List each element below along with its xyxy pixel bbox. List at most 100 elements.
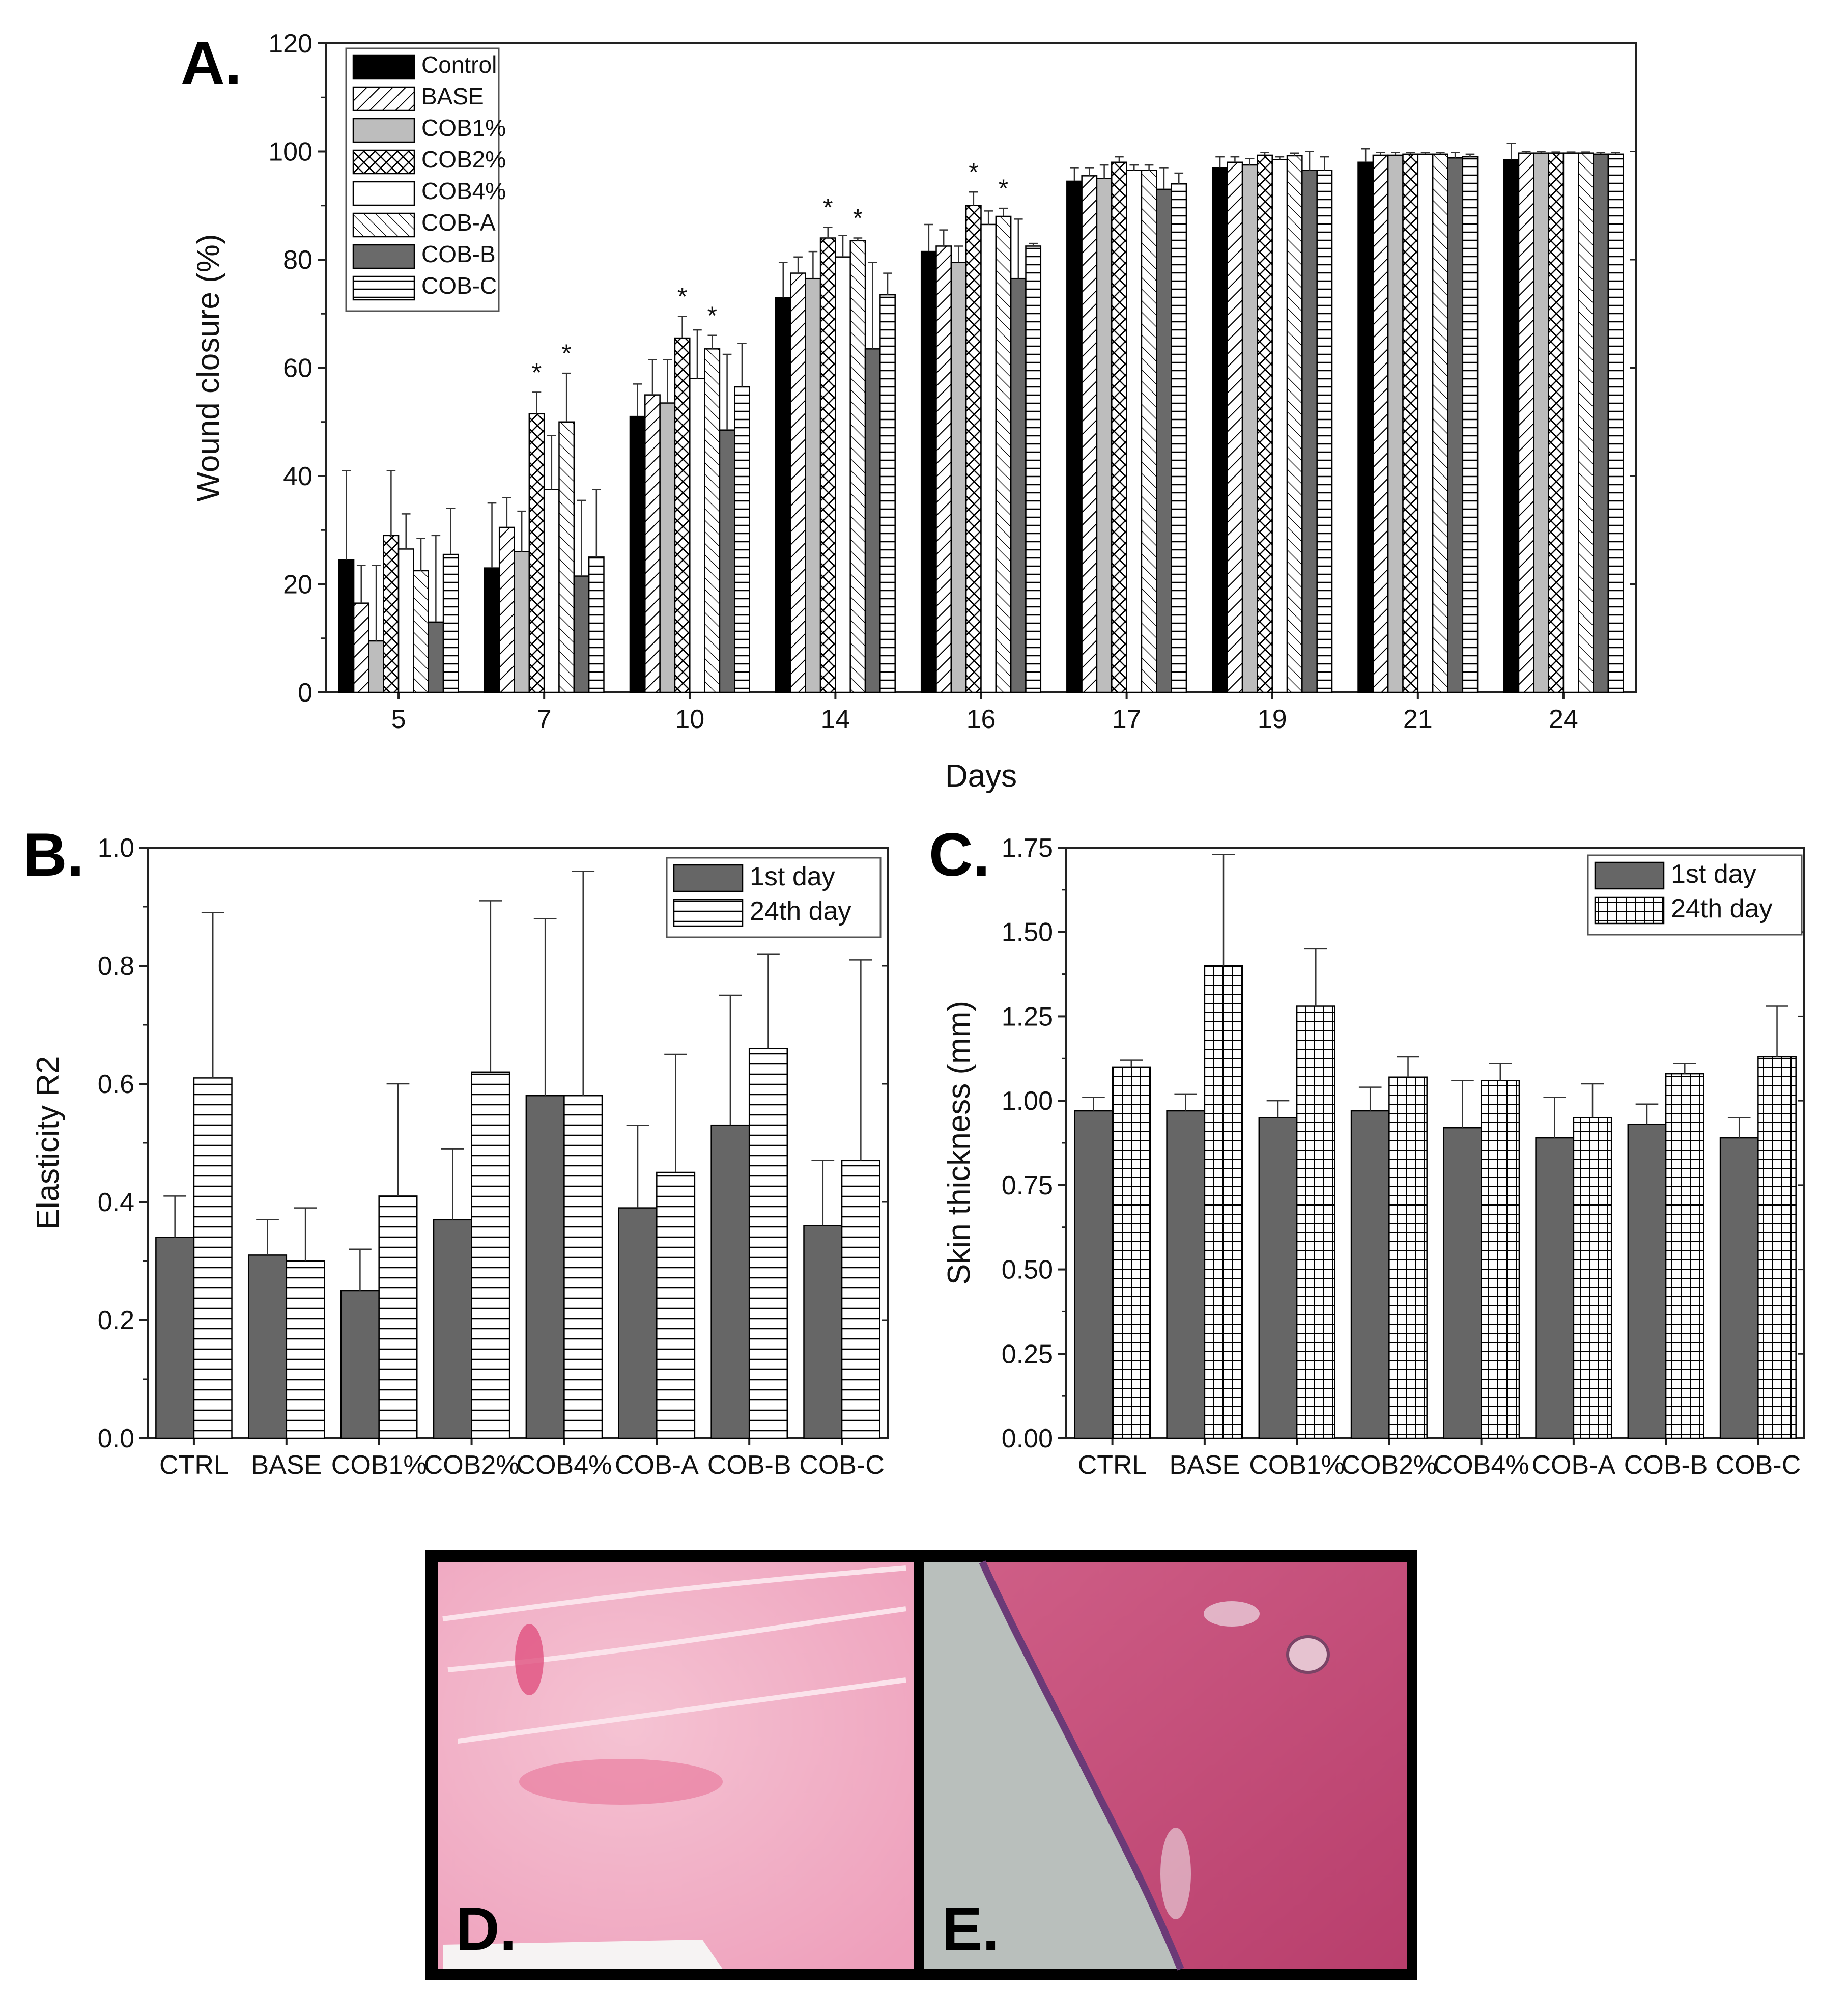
panel-label-a: A. xyxy=(181,29,242,97)
bar-cob1pct-24 xyxy=(1533,152,1549,693)
x-axis-title: Days xyxy=(945,759,1017,794)
bar-1st-day-cob-b xyxy=(1627,1124,1667,1439)
bar-cob2pct-7 xyxy=(528,413,545,693)
y-tick-label: 0.0 xyxy=(98,1424,134,1453)
bar-control-10 xyxy=(629,415,646,693)
bar-control-14 xyxy=(775,297,791,693)
significance-star-10-cob-a: * xyxy=(707,301,717,330)
bar-cob4pct-17 xyxy=(1126,170,1143,693)
bar-cob-b-5 xyxy=(428,621,444,693)
y-tick-label: 20 xyxy=(283,570,312,600)
legend-swatch-cob2pct xyxy=(352,149,415,175)
bar-base-14 xyxy=(790,272,806,693)
bar-cob-b-7 xyxy=(573,575,590,693)
x-tick-label-cob4pct: COB4% xyxy=(517,1450,612,1480)
bar-24th-day-cob1pct xyxy=(1296,1005,1335,1439)
bar-cob4pct-16 xyxy=(980,223,997,693)
legend-swatch-cob-c xyxy=(352,275,415,301)
bar-cob2pct-24 xyxy=(1548,152,1565,693)
bar-cob4pct-19 xyxy=(1271,159,1288,693)
y-tick-label: 0.50 xyxy=(1002,1255,1053,1285)
bar-1st-day-cob2pct xyxy=(433,1219,472,1439)
bar-cob2pct-21 xyxy=(1402,153,1419,693)
y-tick-label: 1.75 xyxy=(1002,833,1053,863)
x-tick-label-10: 10 xyxy=(675,705,704,734)
bar-control-17 xyxy=(1066,180,1083,693)
bar-1st-day-cob2pct xyxy=(1350,1110,1390,1439)
follicle-e1 xyxy=(1286,1635,1330,1674)
legend-swatch-24th-day xyxy=(673,899,744,927)
bar-cob-b-19 xyxy=(1301,170,1318,693)
bar-cob-a-5 xyxy=(413,570,429,693)
bar-cob1pct-19 xyxy=(1241,164,1258,693)
y-tick-label: 0 xyxy=(298,678,312,708)
panel-label-e: E. xyxy=(942,1895,999,1963)
chart-elasticity: 0.0 0.2 0.4 0.6 0.8 1.0 CTRL BASE COB1%COB2%COB4… xyxy=(31,833,889,1480)
bar-cob4pct-10 xyxy=(689,378,705,693)
bar-control-16 xyxy=(920,250,937,693)
epidermis-e xyxy=(979,1560,1184,1971)
y-tick-label: 1.50 xyxy=(1002,918,1053,947)
bar-control-24 xyxy=(1503,159,1520,693)
legend-label-control: Control xyxy=(421,51,497,78)
bar-1st-day-cob-c xyxy=(1719,1137,1759,1439)
legend-swatch-base xyxy=(352,86,415,111)
bar-cob2pct-14 xyxy=(819,237,836,693)
x-tick-label-cob1pct: COB1% xyxy=(331,1450,427,1480)
x-tick-label-cob4pct: COB4% xyxy=(1434,1450,1529,1480)
x-tick-label-7: 7 xyxy=(537,705,552,734)
bar-cob-b-16 xyxy=(1010,277,1027,693)
bar-1st-day-cob-b xyxy=(710,1124,750,1439)
y-tick-label: 0.25 xyxy=(1002,1339,1053,1369)
bar-cob4pct-24 xyxy=(1562,152,1579,693)
legend-swatch-cob1pct xyxy=(352,118,415,143)
bar-1st-day-base xyxy=(1166,1110,1206,1439)
x-tick-label-cob-a: COB-A xyxy=(1532,1450,1616,1480)
bar-cob-b-24 xyxy=(1593,153,1609,693)
histology-image-e: E. xyxy=(924,1560,1407,1971)
histology-image-d: D. xyxy=(438,1562,914,1969)
x-tick-label-cob-c: COB-C xyxy=(799,1450,885,1480)
legend-label-cob4pct: COB4% xyxy=(421,178,506,204)
bar-1st-day-cob-a xyxy=(1535,1137,1575,1439)
bar-cob2pct-10 xyxy=(674,337,691,693)
bar-cob1pct-5 xyxy=(368,640,384,693)
bar-cob1pct-21 xyxy=(1387,154,1404,693)
follicle-e3 xyxy=(1160,1828,1191,1919)
y-tick-label: 100 xyxy=(268,137,312,167)
x-tick-label-5: 5 xyxy=(391,705,406,734)
legend-swatch-cob-a xyxy=(352,212,415,238)
bar-1st-day-cob1pct xyxy=(1258,1117,1298,1439)
bar-cob-c-17 xyxy=(1171,183,1187,693)
bar-24th-day-ctrl xyxy=(193,1077,233,1439)
x-tick-label-16: 16 xyxy=(966,705,996,734)
bar-cob4pct-14 xyxy=(835,256,851,693)
bar-24th-day-cob-c xyxy=(841,1160,880,1439)
bar-24th-day-base xyxy=(1204,965,1243,1439)
y-tick-label: 60 xyxy=(283,354,312,383)
chart-wound-closure: 0 20 40 60 80 100 120 5 7 10 14 16 17 19 21 24 * * * * * * * * D… xyxy=(191,29,1637,794)
slide-glass-e xyxy=(924,1562,1181,1969)
tissue-stain-d1 xyxy=(515,1624,544,1695)
legend-label-1st-day: 1st day xyxy=(750,862,835,891)
y-tick-label: 120 xyxy=(268,29,312,59)
chart-skin-thickness: 0.00 0.25 0.50 0.75 1.00 1.25 1.50 1.75 CTRL BASE… xyxy=(942,833,1805,1480)
y-tick-label: 1.00 xyxy=(1002,1086,1053,1116)
bar-base-19 xyxy=(1227,161,1243,693)
bar-1st-day-ctrl xyxy=(1074,1110,1113,1439)
bar-cob4pct-7 xyxy=(543,489,560,693)
significance-star-10-cob2pct: * xyxy=(677,283,687,311)
significance-star-7-cob2pct: * xyxy=(532,358,542,386)
x-tick-label-cob2pct: COB2% xyxy=(1341,1450,1437,1480)
bar-cob-c-19 xyxy=(1316,170,1333,693)
x-tick-label-ctrl: CTRL xyxy=(1078,1450,1147,1480)
panel-label-d: D. xyxy=(456,1895,517,1963)
legend-label-cob2pct: COB2% xyxy=(421,146,506,173)
bar-24th-day-cob-c xyxy=(1757,1056,1797,1439)
panel-label-b: B. xyxy=(23,821,84,889)
legend-swatch-cob4pct xyxy=(352,181,415,206)
y-axis-title: Elasticity R2 xyxy=(31,1056,66,1229)
bar-24th-day-ctrl xyxy=(1112,1066,1151,1439)
y-tick-label: 80 xyxy=(283,245,312,275)
